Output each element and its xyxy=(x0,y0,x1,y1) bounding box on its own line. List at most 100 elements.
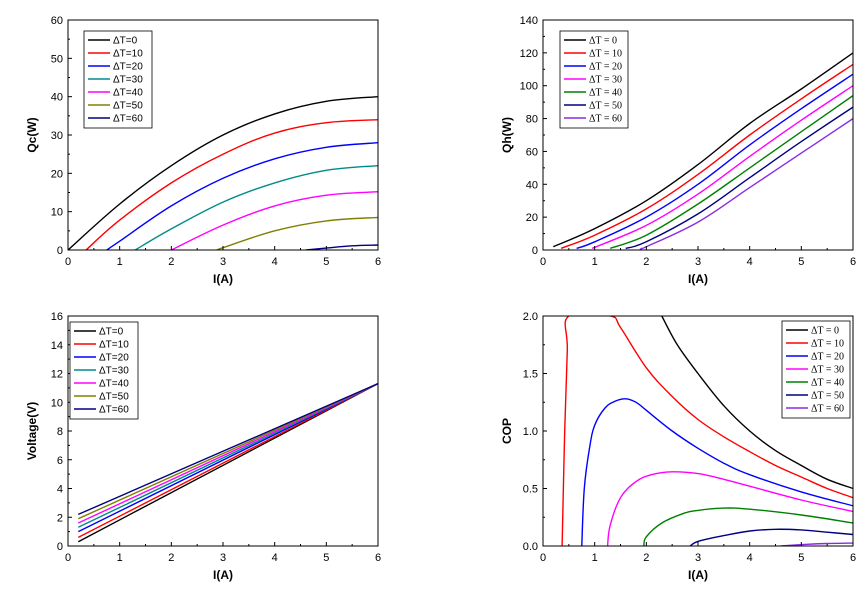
y-axis-title: Qc(W) xyxy=(25,117,39,152)
series-group xyxy=(561,316,853,546)
y-tick-label: 16 xyxy=(51,311,63,323)
series-line-1 xyxy=(553,52,853,248)
series-line-7 xyxy=(305,244,378,250)
x-tick-label: 5 xyxy=(798,256,804,268)
y-tick-label: 10 xyxy=(51,207,63,219)
x-tick-label: 4 xyxy=(747,552,753,564)
x-tick-label: 6 xyxy=(375,256,381,268)
x-tick-label: 0 xyxy=(65,256,71,268)
x-tick-label: 2 xyxy=(168,256,174,268)
x-tick-label: 3 xyxy=(220,256,226,268)
series-line-4 xyxy=(591,85,853,250)
series-line-2 xyxy=(560,63,853,250)
y-tick-label: 8 xyxy=(57,426,63,438)
x-tick-label: 6 xyxy=(850,552,856,564)
y-tick-label: 4 xyxy=(57,484,63,496)
legend-label: ΔT=10 xyxy=(113,49,143,60)
legend-label: ΔT=10 xyxy=(99,340,129,351)
y-tick-label: 10 xyxy=(51,397,63,409)
series-line-6 xyxy=(689,528,853,546)
legend-label: ΔT = 20 xyxy=(589,62,622,73)
legend: ΔT = 0 ΔT = 10 ΔT = 20 ΔT = 30 ΔT = 40 ΔT = 5… xyxy=(781,320,851,419)
x-tick-label: 2 xyxy=(168,552,174,564)
x-axis-title: I(A) xyxy=(213,568,233,582)
series-line-2 xyxy=(77,382,378,539)
x-tick-label: 2 xyxy=(643,256,649,268)
x-tick-label: 1 xyxy=(592,256,598,268)
y-tick-label: 0.5 xyxy=(523,484,538,496)
x-tick-label: 5 xyxy=(323,552,329,564)
x-axis-title: I(A) xyxy=(213,272,233,286)
y-tick-label: 12 xyxy=(51,369,63,381)
y-tick-label: 50 xyxy=(51,53,63,65)
x-tick-label: 0 xyxy=(540,256,546,268)
y-tick-label: 1.5 xyxy=(523,369,538,381)
y-tick-label: 0 xyxy=(57,541,63,553)
series-line-7 xyxy=(780,542,853,546)
y-tick-label: 60 xyxy=(526,146,538,158)
series-line-4 xyxy=(606,471,853,546)
series-line-1 xyxy=(661,316,853,490)
y-tick-label: 120 xyxy=(520,48,538,60)
y-tick-label: 80 xyxy=(526,114,538,126)
legend-label: ΔT=0 xyxy=(113,36,138,47)
x-tick-label: 4 xyxy=(272,256,278,268)
x-tick-label: 5 xyxy=(798,552,804,564)
y-tick-label: 0 xyxy=(57,245,63,257)
legend-label: ΔT=30 xyxy=(113,75,143,86)
series-line-5 xyxy=(170,191,378,250)
y-tick-label: 6 xyxy=(57,455,63,467)
y-axis-title: Voltage(V) xyxy=(25,402,39,460)
series-line-6 xyxy=(625,106,853,250)
legend-label: ΔT = 50 xyxy=(811,391,844,402)
x-axis-title: I(A) xyxy=(688,568,708,582)
series-group xyxy=(77,382,378,543)
legend-label: ΔT = 10 xyxy=(589,49,622,60)
series-group xyxy=(553,52,853,250)
y-tick-label: 140 xyxy=(520,15,538,27)
y-tick-label: 2 xyxy=(57,512,63,524)
chart-qc: 0 1 2 3 4 5 60102030405060I(A)Qc(W)ΔT=0ΔT=10ΔT… xyxy=(25,15,381,286)
x-tick-label: 1 xyxy=(117,552,123,564)
x-tick-label: 1 xyxy=(117,256,123,268)
legend-label: ΔT=50 xyxy=(99,392,129,403)
series-line-7 xyxy=(639,118,853,250)
legend-label: ΔT=30 xyxy=(99,366,129,377)
y-tick-label: 0 xyxy=(532,245,538,257)
legend-label: ΔT = 60 xyxy=(589,114,622,125)
x-axis-title: I(A) xyxy=(688,272,708,286)
legend-label: ΔT = 40 xyxy=(589,88,622,99)
x-tick-label: 0 xyxy=(65,552,71,564)
y-tick-label: 20 xyxy=(526,212,538,224)
legend-label: ΔT=20 xyxy=(113,62,143,73)
y-tick-label: 30 xyxy=(51,130,63,142)
legend-label: ΔT = 20 xyxy=(811,352,844,363)
legend-label: ΔT=60 xyxy=(113,114,143,125)
y-tick-label: 2.0 xyxy=(523,311,538,323)
x-tick-label: 3 xyxy=(695,552,701,564)
legend-label: ΔT=40 xyxy=(113,88,143,99)
x-tick-label: 4 xyxy=(747,256,753,268)
series-line-5 xyxy=(609,95,853,250)
series-line-5 xyxy=(643,507,853,546)
legend-label: ΔT = 0 xyxy=(811,326,839,337)
y-tick-label: 0.0 xyxy=(523,541,538,553)
series-line-1 xyxy=(68,96,378,250)
legend-label: ΔT=50 xyxy=(113,101,143,112)
legend-label: ΔT=20 xyxy=(99,353,129,364)
legend: ΔT=0 ΔT=10 ΔT=20 ΔT=30 ΔT=40 ΔT=50 ΔT=60 xyxy=(69,321,139,420)
legend-label: ΔT=40 xyxy=(99,379,129,390)
legend-label: ΔT = 40 xyxy=(811,378,844,389)
x-tick-label: 5 xyxy=(323,256,329,268)
x-tick-label: 2 xyxy=(643,552,649,564)
x-tick-label: 6 xyxy=(850,256,856,268)
y-tick-label: 20 xyxy=(51,168,63,180)
legend-label: ΔT=60 xyxy=(99,405,129,416)
x-tick-label: 0 xyxy=(540,552,546,564)
y-axis-title: Qh(W) xyxy=(500,117,514,153)
x-tick-label: 6 xyxy=(375,552,381,564)
legend-label: ΔT = 30 xyxy=(589,75,622,86)
